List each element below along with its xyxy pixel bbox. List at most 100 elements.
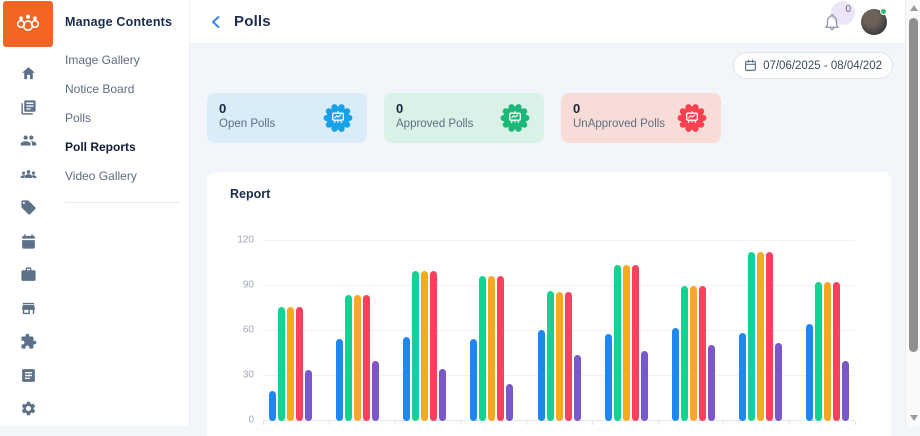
bar-red[interactable] xyxy=(363,295,370,421)
bar-blue[interactable] xyxy=(336,339,343,422)
bar-blue[interactable] xyxy=(403,337,410,421)
bar-red[interactable] xyxy=(497,276,504,422)
bar-green[interactable] xyxy=(345,295,352,421)
bar-group-1 xyxy=(269,241,312,421)
x-axis-tick xyxy=(592,421,593,425)
submenu-item-image-gallery[interactable]: Image Gallery xyxy=(56,45,189,74)
sidebar-newspaper[interactable] xyxy=(0,91,56,125)
x-axis-tick xyxy=(658,421,659,425)
bar-amber[interactable] xyxy=(488,276,495,422)
y-axis-tick-label: 120 xyxy=(237,235,254,246)
bar-green[interactable] xyxy=(412,271,419,421)
sidebar-users[interactable] xyxy=(0,124,56,158)
scroll-down-arrow[interactable] xyxy=(910,415,918,421)
stat-card-approved-polls: 0 Approved Polls xyxy=(384,93,544,143)
bar-purple[interactable] xyxy=(372,361,379,421)
bar-amber[interactable] xyxy=(623,265,630,421)
icon-sidebar xyxy=(0,0,56,426)
scrollbar-thumb[interactable] xyxy=(909,18,918,352)
sidebar-news[interactable] xyxy=(0,359,56,393)
x-axis-tick xyxy=(789,421,790,425)
sidebar-tags[interactable] xyxy=(0,191,56,225)
x-axis-tick xyxy=(329,421,330,425)
main-content: 07/06/2025 - 08/04/202 0 Open Polls 0 Ap… xyxy=(190,44,905,426)
x-axis-tick xyxy=(460,421,461,425)
date-range-picker[interactable]: 07/06/2025 - 08/04/202 xyxy=(733,52,893,79)
bar-amber[interactable] xyxy=(556,292,563,421)
bar-red[interactable] xyxy=(699,286,706,421)
bar-purple[interactable] xyxy=(641,351,648,422)
sidebar-calendar[interactable] xyxy=(0,225,56,259)
bar-red[interactable] xyxy=(833,282,840,422)
bar-green[interactable] xyxy=(278,307,285,421)
bar-green[interactable] xyxy=(547,291,554,422)
bar-green[interactable] xyxy=(815,282,822,422)
bar-blue[interactable] xyxy=(269,391,276,421)
bar-amber[interactable] xyxy=(690,286,697,421)
bar-green[interactable] xyxy=(748,252,755,422)
submenu-item-video-gallery[interactable]: Video Gallery xyxy=(56,161,189,190)
bar-purple[interactable] xyxy=(708,345,715,422)
briefcase-icon xyxy=(20,266,37,283)
date-range-value: 07/06/2025 - 08/04/202 xyxy=(763,60,882,72)
bar-blue[interactable] xyxy=(605,334,612,421)
page-title: Polls xyxy=(234,13,271,30)
bar-green[interactable] xyxy=(681,286,688,421)
y-axis-tick-label: 90 xyxy=(243,280,254,291)
bar-red[interactable] xyxy=(430,271,437,421)
submenu-item-polls[interactable]: Polls xyxy=(56,103,189,132)
bar-green[interactable] xyxy=(614,265,621,421)
submenu-item-poll-reports[interactable]: Poll Reports xyxy=(56,132,189,161)
bar-blue[interactable] xyxy=(470,339,477,422)
notification-count-badge: 0 xyxy=(845,4,851,15)
report-title: Report xyxy=(207,172,891,201)
bar-blue[interactable] xyxy=(739,333,746,422)
sidebar-home[interactable] xyxy=(0,57,56,91)
bar-blue[interactable] xyxy=(538,330,545,422)
community-logo-icon xyxy=(13,10,43,38)
bar-purple[interactable] xyxy=(506,384,513,422)
bar-blue[interactable] xyxy=(806,324,813,422)
bar-amber[interactable] xyxy=(824,282,831,422)
bar-purple[interactable] xyxy=(574,355,581,421)
poll-badge-icon xyxy=(500,103,530,133)
sidebar-briefcase[interactable] xyxy=(0,258,56,292)
bell-icon xyxy=(823,13,841,31)
bar-blue[interactable] xyxy=(672,328,679,421)
notifications-button[interactable]: 0 xyxy=(819,5,853,39)
tag-icon xyxy=(20,199,37,216)
scroll-up-arrow[interactable] xyxy=(910,5,918,11)
bar-green[interactable] xyxy=(479,276,486,422)
bar-red[interactable] xyxy=(565,292,572,421)
poll-badge-icon xyxy=(323,103,353,133)
sidebar-settings[interactable] xyxy=(0,392,56,426)
settings-icon xyxy=(20,400,37,417)
team-icon xyxy=(20,166,37,183)
app-logo[interactable] xyxy=(3,1,53,47)
submenu-item-notice-board[interactable]: Notice Board xyxy=(56,74,189,103)
bar-group-9 xyxy=(806,241,849,421)
sidebar-storefront[interactable] xyxy=(0,292,56,326)
submenu-title: Manage Contents xyxy=(56,15,189,29)
bar-purple[interactable] xyxy=(439,369,446,422)
bar-red[interactable] xyxy=(296,307,303,421)
bar-purple[interactable] xyxy=(775,343,782,421)
bar-purple[interactable] xyxy=(305,370,312,421)
bar-amber[interactable] xyxy=(354,295,361,421)
sidebar-team[interactable] xyxy=(0,158,56,192)
bar-amber[interactable] xyxy=(421,271,428,421)
bar-red[interactable] xyxy=(766,252,773,422)
sidebar-plugins[interactable] xyxy=(0,325,56,359)
x-axis-tick xyxy=(855,421,856,425)
bar-amber[interactable] xyxy=(287,307,294,421)
bar-group-6 xyxy=(605,241,648,421)
calendar-small-icon xyxy=(744,59,757,72)
bar-group-5 xyxy=(538,241,581,421)
bar-purple[interactable] xyxy=(842,361,849,421)
bar-amber[interactable] xyxy=(757,252,764,422)
back-button[interactable] xyxy=(206,12,226,32)
home-icon xyxy=(20,65,37,82)
bar-red[interactable] xyxy=(632,265,639,421)
user-avatar[interactable] xyxy=(861,9,887,35)
vertical-scrollbar[interactable] xyxy=(905,0,920,426)
